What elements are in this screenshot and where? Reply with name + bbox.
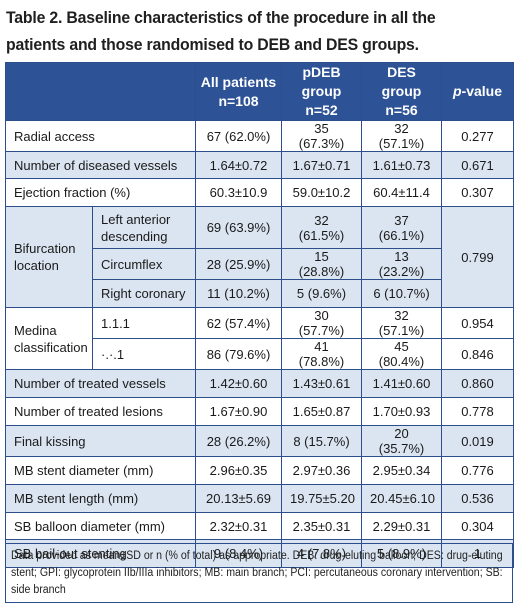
cell-pvalue: 0.019 [441,425,514,457]
table-row: Bifurcation location Left anterior desce… [5,206,514,308]
table-row: Final kissing 28 (26.2%) 8 (15.7%) 20 (3… [5,425,514,457]
table-row: MB stent diameter (mm) 2.96±0.35 2.97±0.… [5,456,514,485]
cell-pvalue: 0.778 [441,397,514,426]
group-label-medina: Medina classification [5,307,93,370]
table-row: Number of treated lesions 1.67±0.90 1.65… [5,397,514,426]
row-label: MB stent length (mm) [5,484,196,513]
cell-all: 62 (57.4%) [195,307,282,339]
header-all-patients: All patients n=108 [195,62,282,121]
table-row: Number of treated vessels 1.42±0.60 1.43… [5,369,514,398]
cell-pvalue: 0.846 [441,338,514,370]
footnote-text: Data provided as mean±SD or n (% of tota… [11,550,503,596]
row-label: Number of treated vessels [5,369,196,398]
cell-des: 32 (57.1%) [361,120,442,152]
cell-des: 1.41±0.60 [361,369,442,398]
cell-pdeb: 35 (67.3%) [281,120,362,152]
cell-pdeb: 59.0±10.2 [281,178,362,207]
header-pdeb: pDEB group n=52 [281,62,362,121]
table-row: Medina classification 1.1.1 62 (57.4%) 3… [5,307,514,370]
cell-pdeb: 1.67±0.71 [281,151,362,179]
cell-des: 1.70±0.93 [361,397,442,426]
cell-pvalue: 0.776 [441,456,514,485]
row-label: SB balloon diameter (mm) [5,512,196,540]
table-caption: Table 2. Baseline characteristics of the… [6,8,436,54]
header-pvalue: p-value [441,62,514,121]
cell-all: 60.3±10.9 [195,178,282,207]
row-label: MB stent diameter (mm) [5,456,196,485]
cell-des: 5 (8.9%) [361,539,442,568]
cell-pvalue: 0.799 [441,206,514,308]
cell-pdeb: 5 (9.6%) [281,279,362,308]
cell-pdeb: 41 (78.8%) [281,338,362,370]
cell-des: 2.29±0.31 [361,512,442,540]
row-label: Circumflex [92,248,196,280]
row-label: ·.·.1 [92,338,196,370]
table-row: MB stent length (mm) 20.13±5.69 19.75±5.… [5,484,514,513]
cell-des: 6 (10.7%) [361,279,442,308]
row-label: Number of treated lesions [5,397,196,426]
header-des: DES group n=56 [361,62,442,121]
cell-pdeb: 15 (28.8%) [281,248,362,280]
cell-pdeb: 32 (61.5%) [281,206,362,249]
cell-pdeb: 30 (57.7%) [281,307,362,339]
cell-pvalue: 0.307 [441,178,514,207]
cell-des: 1.61±0.73 [361,151,442,179]
row-label: Right coronary [92,279,196,308]
cell-all: 20.13±5.69 [195,484,282,513]
cell-des: 20.45±6.10 [361,484,442,513]
cell-des: 32 (57.1%) [361,307,442,339]
row-label: Number of diseased vessels [5,151,196,179]
cell-des: 60.4±11.4 [361,178,442,207]
table-row: SB balloon diameter (mm) 2.32±0.31 2.35±… [5,512,514,540]
cell-des: 45 (80.4%) [361,338,442,370]
cell-pdeb: 1.65±0.87 [281,397,362,426]
cell-pdeb: 2.35±0.31 [281,512,362,540]
cell-pdeb: 1.43±0.61 [281,369,362,398]
cell-all: 28 (26.2%) [195,425,282,457]
header-empty [5,62,196,121]
row-label: Ejection fraction (%) [5,178,196,207]
table-row: ·.·.1 86 (79.6%) 41 (78.8%) 45 (80.4%) 0… [6,338,514,370]
cell-pvalue: 0.860 [441,369,514,398]
header-row: All patients n=108 pDEB group n=52 DES gro… [5,62,514,121]
cell-all: 1.42±0.60 [195,369,282,398]
row-label: 1.1.1 [92,307,196,339]
cell-all: 1.64±0.72 [195,151,282,179]
cell-pvalue: 0.954 [441,307,514,339]
cell-pdeb: 19.75±5.20 [281,484,362,513]
cell-pvalue: 0.671 [441,151,514,179]
baseline-table: All patients n=108 pDEB group n=52 DES gro… [5,62,514,568]
table-row: Radial access 67 (62.0%) 35 (67.3%) 32 (… [5,120,514,152]
group-label-bifurcation: Bifurcation location [5,206,93,308]
cell-pvalue: 0.277 [441,120,514,152]
table-row: Right coronary 11 (10.2%) 5 (9.6%) 6 (10… [6,279,514,308]
row-label: Left anterior descending [92,206,196,249]
cell-pvalue: 0.304 [441,512,514,540]
row-label: Radial access [5,120,196,152]
cell-des: 20 (35.7%) [361,425,442,457]
cell-pdeb: 2.97±0.36 [281,456,362,485]
cell-des: 13 (23.2%) [361,248,442,280]
table-footnote: Data provided as mean±SD or n (% of tota… [5,543,513,603]
cell-pdeb: 8 (15.7%) [281,425,362,457]
cell-des: 2.95±0.34 [361,456,442,485]
cell-all: 28 (25.9%) [195,248,282,280]
row-label: Final kissing [5,425,196,457]
cell-all: 2.96±0.35 [195,456,282,485]
cell-all: 67 (62.0%) [195,120,282,152]
cell-all: 11 (10.2%) [195,279,282,308]
cell-des: 37 (66.1%) [361,206,442,249]
cell-all: 86 (79.6%) [195,338,282,370]
table-row: Number of diseased vessels 1.64±0.72 1.6… [5,151,514,179]
table-row: Ejection fraction (%) 60.3±10.9 59.0±10.… [5,178,514,207]
cell-all: 9 (8.4%) [195,539,282,568]
cell-all: 2.32±0.31 [195,512,282,540]
cell-all: 1.67±0.90 [195,397,282,426]
cell-all: 69 (63.9%) [195,206,282,249]
table-row: Circumflex 28 (25.9%) 15 (28.8%) 13 (23.… [6,248,514,280]
cell-pvalue: 0.536 [441,484,514,513]
